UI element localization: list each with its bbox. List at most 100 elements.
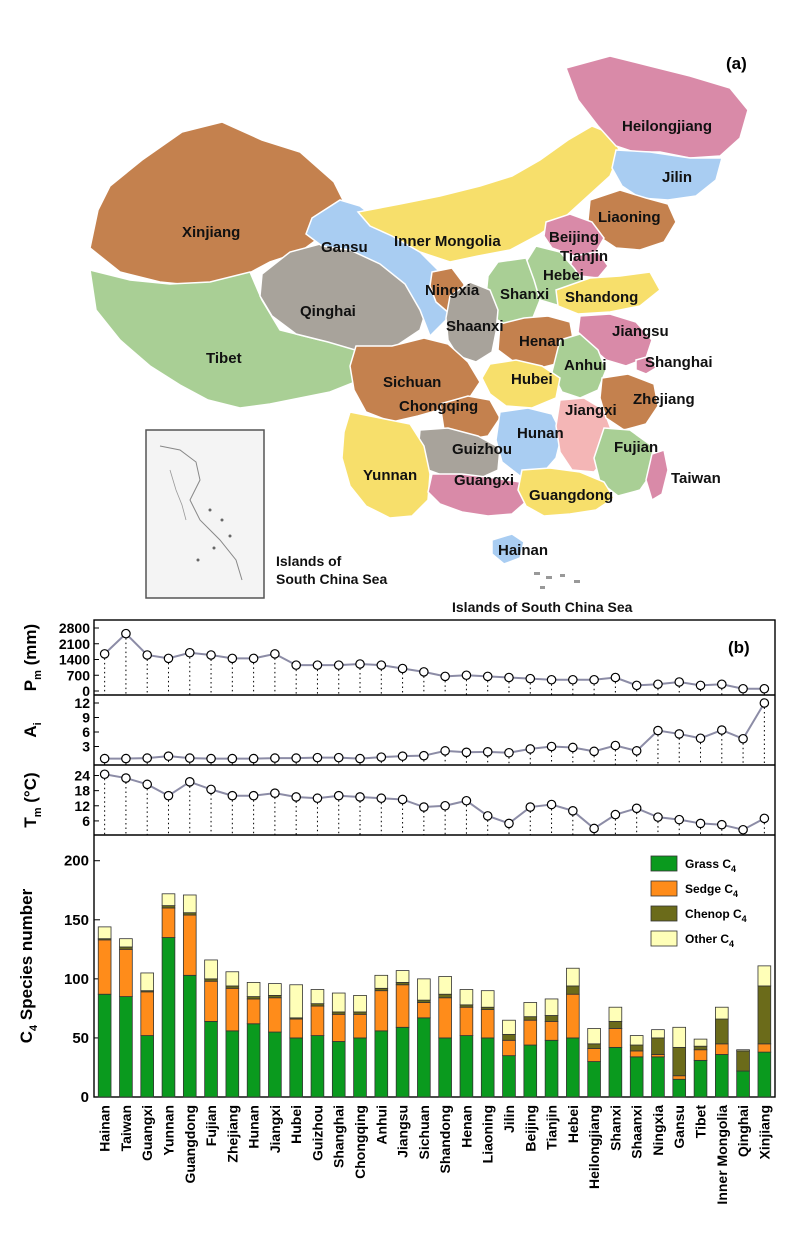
bar-tick-label-3: 150 <box>64 912 89 929</box>
bar-1-8 <box>268 997 282 1033</box>
tm-point-11 <box>333 790 344 801</box>
legend-swatch-0 <box>650 855 678 872</box>
bar-0-31 <box>757 1051 772 1098</box>
tm-series-line <box>104 773 765 831</box>
tm-point-14 <box>397 794 408 805</box>
label-hubei: Hubei <box>511 371 553 388</box>
bar-3-10 <box>310 989 325 1005</box>
tm-point-6 <box>227 790 238 801</box>
label-hainan: Hainan <box>498 542 548 559</box>
bar-1-15 <box>417 1002 431 1019</box>
tm-axis-title-unit: (°C) <box>21 772 40 807</box>
category-label-10: Guizhou <box>309 1105 325 1161</box>
tm-axis-title-main: T <box>21 817 40 828</box>
label-beijing: Beijing <box>549 229 599 246</box>
tm-point-31 <box>759 813 770 824</box>
pm-point-20 <box>525 673 536 684</box>
province-inner-mongolia <box>356 125 621 263</box>
pm-point-18 <box>482 671 493 682</box>
ai-point-30 <box>738 733 748 744</box>
bar-2-24 <box>608 1020 623 1029</box>
bar-3-5 <box>204 959 218 980</box>
pm-tick-label-2: 1400 <box>59 652 90 668</box>
bar-3-25 <box>629 1035 644 1046</box>
bar-1-21 <box>544 1020 559 1041</box>
label-ningxia: Ningxia <box>425 282 480 299</box>
bar-2-21 <box>544 1015 559 1022</box>
chart-frame <box>93 619 776 1098</box>
ai-point-18 <box>482 747 493 757</box>
bar-0-12 <box>353 1037 367 1098</box>
category-label-3: Yunnan <box>160 1105 176 1156</box>
bar-0-15 <box>417 1017 431 1098</box>
bar-2-31 <box>757 985 772 1045</box>
bar-0-8 <box>268 1031 282 1098</box>
tm-point-29 <box>716 819 727 830</box>
category-label-17: Henan <box>458 1105 474 1148</box>
map-bottom-caption: Islands of South China Sea <box>452 599 633 615</box>
category-label-11: Shanghai <box>331 1105 347 1168</box>
bar-tick-label-2: 100 <box>64 971 89 988</box>
tm-point-27 <box>674 814 685 825</box>
label-guizhou: Guizhou <box>452 441 512 458</box>
bar-3-27 <box>672 1026 687 1048</box>
pm-tick-label-4: 2800 <box>59 620 90 636</box>
bar-1-9 <box>289 1018 303 1039</box>
tm-point-20 <box>525 802 536 812</box>
bar-0-28 <box>693 1059 708 1098</box>
bar-3-22 <box>566 967 580 987</box>
legend-swatch-3 <box>650 930 678 947</box>
bar-2-16 <box>438 993 452 999</box>
bar-0-10 <box>310 1035 325 1098</box>
bar-1-27 <box>672 1075 687 1080</box>
south-china-sea-inset <box>145 429 265 599</box>
bar-3-13 <box>374 974 389 989</box>
chart-panel-label: (b) <box>728 638 750 657</box>
bar-1-1 <box>119 948 133 997</box>
tm-point-5 <box>206 784 216 795</box>
province-guangxi <box>427 473 529 517</box>
legend-label-name-3: Other C <box>685 932 729 946</box>
tm-point-28 <box>695 818 706 829</box>
bar-3-4 <box>182 894 197 914</box>
pm-tick-label-3: 2100 <box>59 636 90 652</box>
ai-point-6 <box>227 753 238 764</box>
label-jiangsu: Jiangsu <box>612 323 669 340</box>
bar-3-0 <box>97 926 112 940</box>
category-label-28: Tibet <box>693 1105 709 1139</box>
bar-3-2 <box>140 972 154 992</box>
pm-point-26 <box>653 679 663 690</box>
bar-3-1 <box>119 938 133 948</box>
tm-point-19 <box>504 818 514 829</box>
province-hainan <box>491 533 525 565</box>
bar-1-0 <box>97 939 112 995</box>
ai-tick-label-0: 3 <box>82 739 90 755</box>
label-yunnan: Yunnan <box>363 467 417 484</box>
bar-1-10 <box>310 1005 325 1036</box>
province-guangdong <box>517 467 616 517</box>
bar-3-16 <box>438 976 452 995</box>
legend-label-3: Other C4 <box>685 932 734 949</box>
tm-point-12 <box>355 792 365 802</box>
bar-tick-label-4: 200 <box>64 853 89 870</box>
ai-point-19 <box>504 747 514 758</box>
legend-label-name-2: Chenop C <box>685 907 742 921</box>
pm-point-31 <box>759 683 770 694</box>
bar-1-23 <box>587 1048 601 1062</box>
legend-label-name-1: Sedge C <box>685 882 733 896</box>
bar-1-29 <box>715 1043 729 1055</box>
legend-label-sub-3: 4 <box>729 939 734 949</box>
category-label-25: Shaanxi <box>629 1105 645 1159</box>
label-henan: Henan <box>519 333 565 350</box>
ai-series-line <box>104 702 766 760</box>
legend-label-0: Grass C4 <box>685 857 736 874</box>
label-tibet: Tibet <box>206 350 242 367</box>
bar-3-29 <box>715 1006 729 1020</box>
ai-point-5 <box>206 753 216 764</box>
bar-2-25 <box>629 1044 644 1052</box>
bar-3-3 <box>161 893 176 907</box>
tm-point-18 <box>482 811 493 821</box>
ai-point-29 <box>716 725 727 735</box>
category-label-14: Jiangsu <box>395 1105 411 1158</box>
tm-tick-label-2: 18 <box>74 783 90 799</box>
